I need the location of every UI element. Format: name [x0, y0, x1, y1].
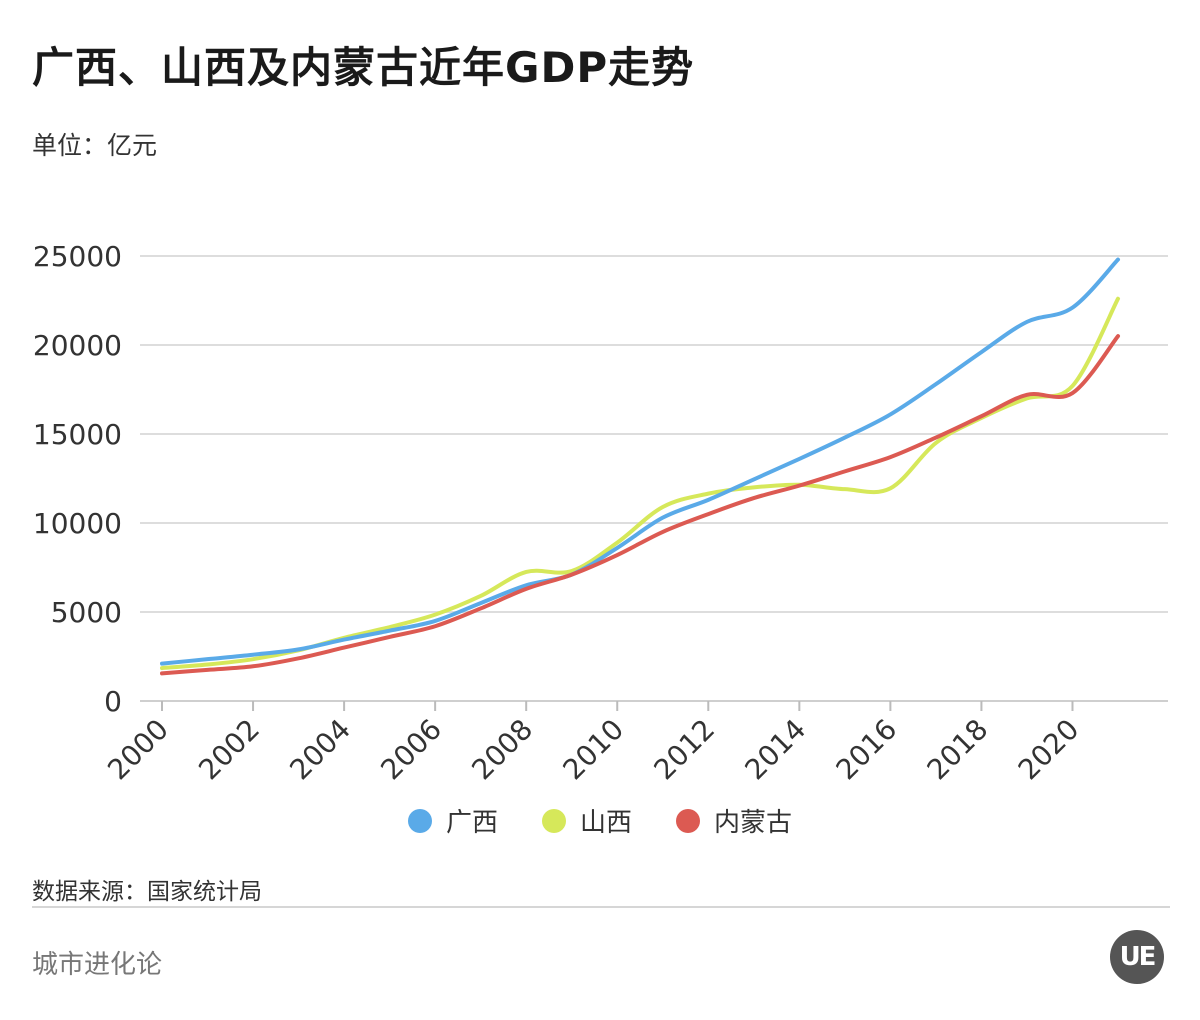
x-tick-label: 2002 [192, 713, 266, 787]
y-tick-label: 15000 [33, 418, 122, 451]
legend-item-guangxi[interactable]: 广西 [407, 802, 498, 839]
brand-name: 城市进化论 [32, 950, 163, 980]
x-tick-label: 2016 [830, 713, 904, 787]
legend-item-neimenggu[interactable]: 内蒙古 [676, 802, 792, 839]
page-title: 广西、山西及内蒙古近年GDP走势 [32, 43, 695, 92]
x-tick-label: 2020 [1012, 713, 1086, 787]
y-tick-label: 10000 [33, 507, 122, 540]
x-tick-label: 2012 [648, 713, 722, 787]
legend-dot-guangxi [407, 808, 432, 833]
data-source: 数据来源：国家统计局 [32, 879, 262, 905]
legend-dot-neimenggu [676, 808, 700, 833]
legend-label-shanxi: 山西 [579, 808, 632, 838]
legend-dot-shanxi [541, 808, 566, 833]
footer-divider [32, 906, 1170, 908]
x-tick-label: 2004 [283, 713, 357, 787]
x-tick-label: 2014 [739, 713, 813, 787]
unit-label: 单位：亿元 [32, 131, 158, 160]
x-tick-label: 2000 [101, 713, 175, 787]
y-tick-label: 5000 [51, 596, 122, 629]
x-tick-label: 2018 [921, 713, 995, 787]
x-tick-label: 2006 [374, 713, 448, 787]
legend-label-neimenggu: 内蒙古 [714, 808, 793, 838]
x-tick-label: 2010 [556, 713, 630, 787]
y-tick-label: 0 [104, 685, 122, 718]
x-tick-label: 2008 [465, 713, 539, 787]
series-line-neimenggu [160, 334, 1120, 676]
series-line-guangxi [160, 257, 1120, 666]
legend-item-shanxi[interactable]: 山西 [541, 802, 632, 839]
y-tick-label: 20000 [33, 329, 122, 362]
brand-logo: UE [1110, 930, 1164, 984]
legend-label-guangxi: 广西 [445, 808, 498, 838]
chart-legend: 广西 山西 内蒙古 [0, 802, 1200, 839]
y-tick-label: 25000 [33, 240, 122, 273]
